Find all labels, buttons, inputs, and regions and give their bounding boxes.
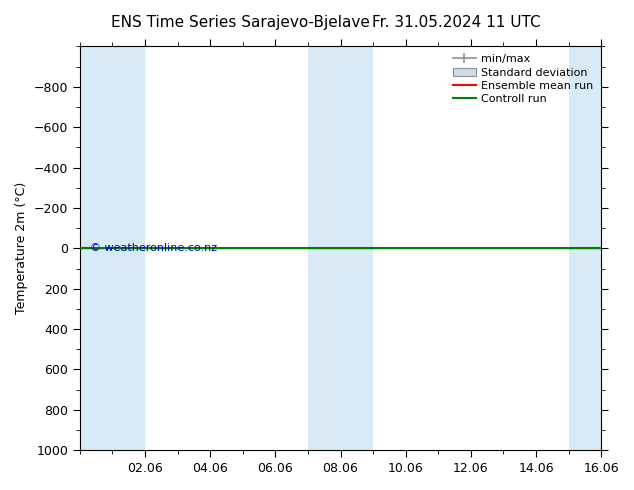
Text: © weatheronline.co.nz: © weatheronline.co.nz (90, 244, 217, 253)
Bar (112, 47, 145, 450)
Text: Fr. 31.05.2024 11 UTC: Fr. 31.05.2024 11 UTC (372, 15, 541, 30)
Y-axis label: Temperature 2m (°C): Temperature 2m (°C) (15, 182, 28, 315)
Legend: min/max, Standard deviation, Ensemble mean run, Controll run: min/max, Standard deviation, Ensemble me… (449, 50, 598, 109)
Text: ENS Time Series Sarajevo-Bjelave: ENS Time Series Sarajevo-Bjelave (112, 15, 370, 30)
Bar (308, 47, 340, 450)
Bar (340, 47, 373, 450)
Bar (569, 47, 601, 450)
Bar (80, 47, 112, 450)
